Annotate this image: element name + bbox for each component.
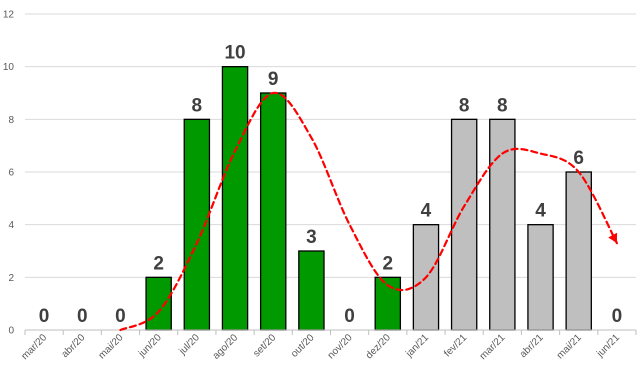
x-tick-label: mai/20 bbox=[97, 332, 126, 361]
bar bbox=[145, 276, 172, 331]
x-axis-ticks: mar/20 abr/20 mai/20 jun/20 jul/20 ago/20 set/… bbox=[19, 332, 622, 362]
y-tick-label: 4 bbox=[8, 220, 14, 231]
data-label: 8 bbox=[192, 95, 203, 116]
x-tick-label: mar/20 bbox=[19, 332, 49, 362]
trend-line bbox=[119, 91, 619, 332]
x-tick-label: nov/20 bbox=[326, 332, 355, 361]
data-label: 8 bbox=[497, 95, 508, 116]
x-tick-label: mar/21 bbox=[478, 332, 508, 362]
data-label: 0 bbox=[77, 306, 88, 327]
x-axis bbox=[24, 329, 637, 335]
x-tick-label: jul/20 bbox=[177, 332, 203, 358]
y-tick-label: 10 bbox=[3, 62, 15, 73]
bars bbox=[145, 66, 592, 331]
data-label: 2 bbox=[382, 253, 393, 274]
trend-line-group bbox=[119, 91, 619, 332]
bar bbox=[565, 171, 592, 331]
x-tick-label: abr/20 bbox=[60, 332, 88, 360]
x-tick-label: set/20 bbox=[251, 332, 278, 359]
x-tick-label: mai/21 bbox=[555, 332, 584, 361]
data-label: 0 bbox=[612, 306, 623, 327]
data-label: 4 bbox=[421, 201, 432, 222]
bar bbox=[221, 66, 249, 331]
data-label: 0 bbox=[344, 306, 355, 327]
x-tick-label: ago/20 bbox=[211, 332, 241, 362]
bar bbox=[489, 118, 516, 331]
data-label: 0 bbox=[115, 306, 126, 327]
data-label: 4 bbox=[535, 201, 546, 222]
trend-arrowhead bbox=[608, 232, 618, 244]
bar bbox=[298, 250, 325, 331]
data-label: 10 bbox=[224, 43, 245, 64]
y-tick-label: 0 bbox=[8, 326, 14, 337]
data-label: 9 bbox=[268, 69, 279, 90]
data-label: 0 bbox=[39, 306, 50, 327]
x-tick-label: fev/21 bbox=[442, 332, 469, 359]
y-tick-label: 6 bbox=[8, 168, 14, 179]
x-tick-label: jun/20 bbox=[136, 332, 164, 360]
y-tick-label: 8 bbox=[8, 115, 14, 126]
data-label: 3 bbox=[306, 227, 317, 248]
x-tick-label: dez/20 bbox=[364, 332, 393, 361]
x-tick-label: abr/21 bbox=[518, 332, 546, 360]
data-labels: 0 0 0 2 8 10 9 3 0 2 4 8 8 4 6 0 bbox=[39, 43, 622, 327]
x-tick-label: out/20 bbox=[289, 332, 317, 360]
y-tick-label: 12 bbox=[3, 10, 15, 21]
bar bbox=[259, 92, 287, 331]
y-tick-label: 2 bbox=[8, 273, 14, 284]
y-axis-ticks: 0 2 4 6 8 10 12 bbox=[3, 10, 15, 337]
data-label: 2 bbox=[153, 253, 164, 274]
data-label: 6 bbox=[573, 148, 584, 169]
data-label: 8 bbox=[459, 95, 470, 116]
bar bbox=[527, 224, 554, 331]
x-tick-label: jun/21 bbox=[594, 332, 622, 360]
x-tick-label: jan/21 bbox=[403, 332, 431, 360]
